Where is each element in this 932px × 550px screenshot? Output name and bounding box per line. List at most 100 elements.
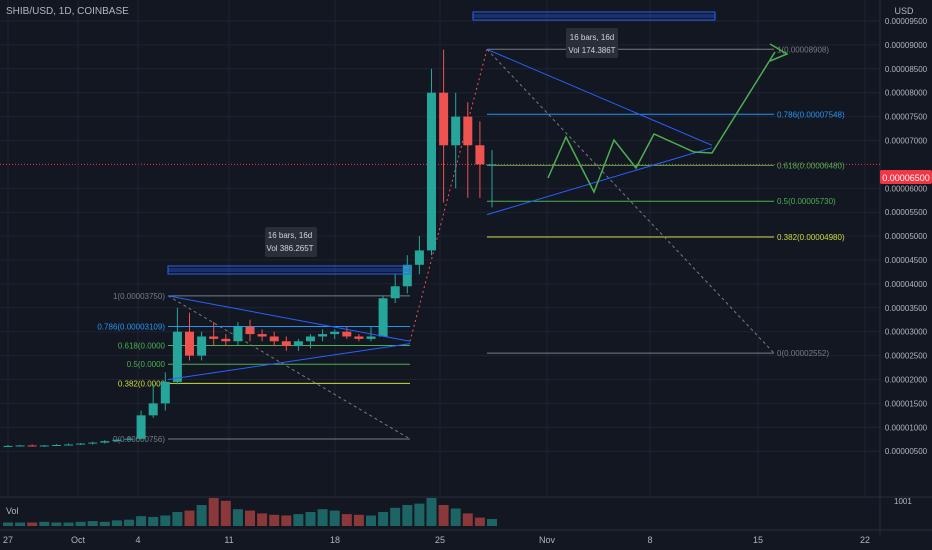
triangle2-upper[interactable] [486, 48, 713, 146]
candle[interactable] [15, 445, 25, 447]
candle[interactable] [197, 336, 207, 356]
projection-path[interactable] [547, 51, 776, 194]
connector-dashed [409, 49, 488, 342]
candle[interactable] [318, 334, 328, 337]
candle[interactable] [487, 164, 497, 166]
volume-bar [366, 515, 376, 526]
price-tick-label: 0.00002500 [885, 352, 928, 361]
volume-bar [305, 512, 316, 526]
time-tick-label: 15 [753, 535, 763, 545]
candle[interactable] [51, 444, 61, 446]
candle[interactable] [245, 326, 255, 335]
time-tick-label: 27 [3, 535, 13, 545]
candle[interactable] [76, 443, 86, 445]
time-axis[interactable]: 27 Oct 4 11 18 25 Nov 8 15 22 [3, 535, 870, 545]
fib2-trend-dashed [486, 48, 775, 354]
time-tick-label: Oct [71, 535, 86, 545]
candles-layer[interactable] [3, 49, 497, 447]
volume-bar [63, 522, 74, 526]
candle[interactable] [64, 444, 73, 446]
candle[interactable] [475, 145, 485, 165]
volume-bar [27, 522, 38, 526]
time-tick-label: 25 [435, 535, 445, 545]
candle[interactable] [136, 415, 146, 439]
fib1-level-label: 0.618(0.0000 [118, 342, 166, 351]
candle[interactable] [112, 439, 122, 442]
date-range-2-fill [473, 14, 715, 18]
volume-bar [124, 519, 134, 526]
triangle2-lower[interactable] [486, 147, 713, 216]
candle[interactable] [257, 334, 267, 337]
candle[interactable] [414, 250, 424, 265]
candle[interactable] [233, 326, 243, 342]
price-tick-label: 0.00004000 [885, 280, 928, 289]
candle[interactable] [306, 336, 315, 342]
price-tick-label: 0.00001500 [885, 399, 928, 408]
range-annotation-1[interactable]: 16 bars, 16d Vol 386.265T [265, 227, 317, 257]
date-range-2[interactable] [472, 11, 716, 21]
fib1-level-label: 0.786(0.00003109) [97, 322, 165, 331]
price-tick-label: 0.00005000 [885, 232, 928, 241]
candle[interactable] [39, 445, 49, 447]
candle[interactable] [209, 336, 219, 339]
volume-bar [487, 519, 497, 526]
price-tick-label: 0.00000500 [885, 447, 928, 456]
candle[interactable] [172, 331, 182, 382]
candle[interactable] [3, 445, 13, 447]
volume-bar [160, 515, 171, 526]
candle[interactable] [221, 338, 231, 342]
candle[interactable] [269, 336, 279, 342]
price-tick-label: 0.00009500 [885, 17, 928, 26]
fib2-level-label: 0.618(0.00006480) [777, 161, 845, 170]
candle[interactable] [124, 438, 134, 440]
triangle1-lower[interactable] [167, 343, 411, 380]
candle[interactable] [27, 445, 37, 447]
volume-bar [196, 505, 207, 526]
price-tick-label: 0.00008500 [885, 65, 928, 74]
volume-bar [450, 508, 461, 526]
fib1-level-label: 0.5(0.0000 [127, 360, 166, 369]
date-range-1[interactable] [167, 265, 411, 275]
fib2-level-label: 0.382(0.00004980) [777, 233, 845, 242]
candle[interactable] [390, 286, 400, 299]
candle[interactable] [293, 341, 303, 347]
date-range-1-fill [168, 268, 410, 272]
candle[interactable] [451, 116, 461, 146]
candle[interactable] [366, 336, 376, 339]
fib1-level-label: 0.382(0.0000 [118, 379, 166, 388]
annotation-2-bars: 16 bars, 16d [570, 33, 614, 42]
volume-axis-label: 1001 [894, 497, 912, 506]
candle[interactable] [342, 331, 352, 337]
candle[interactable] [281, 341, 291, 347]
annotation-box-1 [265, 227, 317, 257]
current-price-label: 0.00006500 [882, 173, 930, 183]
volume-bar [232, 509, 243, 526]
candle[interactable] [330, 331, 340, 335]
candle[interactable] [160, 381, 170, 404]
candle[interactable] [402, 264, 412, 287]
volume-bar [317, 509, 328, 526]
candle[interactable] [88, 442, 98, 444]
candle[interactable] [354, 336, 364, 339]
candle[interactable] [439, 92, 449, 146]
candle[interactable] [463, 116, 473, 146]
volume-bar [245, 510, 255, 526]
grid-layer [0, 0, 932, 535]
price-axis[interactable]: USD 0.00009500 0.00009000 0.00008500 0.0000… [885, 6, 928, 456]
drawings-layer[interactable] [167, 11, 789, 380]
price-tick-label: 0.00002000 [885, 376, 928, 385]
candle[interactable] [427, 92, 436, 251]
candle[interactable] [378, 298, 388, 337]
candle[interactable] [148, 403, 158, 416]
price-tick-label: 0.00003000 [885, 328, 928, 337]
range-annotation-2[interactable]: 16 bars, 16d Vol 174.386T [566, 28, 618, 58]
volume-bar [378, 512, 389, 526]
symbol-label: SHIB/USD, 1D, COINBASE [6, 6, 129, 17]
price-tick-label: 0.00001000 [885, 423, 928, 432]
annotation-box-2 [566, 28, 618, 58]
triangle1-upper[interactable] [167, 295, 411, 342]
candle[interactable] [100, 441, 110, 443]
candle[interactable] [185, 331, 194, 356]
